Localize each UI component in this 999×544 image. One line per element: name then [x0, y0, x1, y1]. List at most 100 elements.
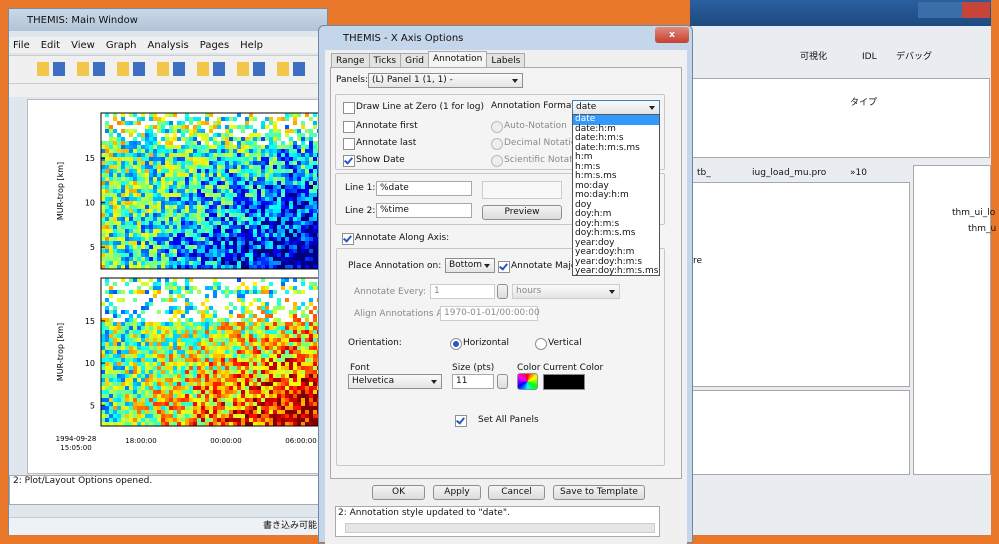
dropdown-option[interactable]: year:doy:h:m:s.ms	[575, 266, 659, 276]
heat-cell	[197, 121, 201, 125]
preview-button[interactable]: Preview	[482, 205, 562, 220]
heat-cell	[141, 181, 145, 185]
dropdown-option[interactable]: doy:h:m:s	[575, 218, 620, 229]
format-select[interactable]: date	[572, 100, 660, 115]
dropdown-option[interactable]: date:h:m	[575, 123, 616, 134]
menu-item[interactable]: Help	[240, 40, 263, 51]
y-tick-label: 15	[85, 317, 95, 326]
heat-cell	[137, 161, 141, 165]
toolbar-item[interactable]: 可視化	[800, 52, 828, 62]
heat-cell	[149, 185, 153, 189]
button[interactable]: Save to Template	[553, 485, 645, 500]
menu-item[interactable]: Graph	[105, 40, 137, 51]
panel-select[interactable]: (L) Panel 1 (1, 1) -	[368, 73, 523, 88]
checkbox[interactable]	[343, 102, 355, 114]
checkbox[interactable]	[342, 233, 354, 245]
size-input[interactable]: 11	[452, 374, 494, 389]
heat-cell	[225, 153, 229, 157]
place-select[interactable]: Bottom	[445, 258, 495, 273]
heat-cell	[157, 197, 161, 201]
heat-cell	[157, 205, 161, 209]
heat-cell	[157, 237, 161, 241]
dropdown-option[interactable]: h:m:s.ms	[575, 171, 617, 181]
dropdown-option[interactable]: mo:day:h:m	[575, 190, 629, 200]
editor-tab[interactable]: iug_load_mu.pro	[752, 168, 827, 178]
dropdown-option[interactable]: date:h:m:s	[575, 133, 624, 143]
heat-cell	[309, 370, 313, 374]
editor-tab[interactable]: tb_	[697, 168, 711, 178]
tab[interactable]: Labels	[486, 53, 526, 68]
heat-cell	[165, 402, 169, 406]
dropdown-option[interactable]: h:m	[575, 152, 593, 162]
dropdown-option[interactable]: date:h:m:s.ms	[575, 142, 640, 153]
menu-item[interactable]: Edit	[40, 40, 61, 51]
color-button[interactable]	[517, 373, 538, 390]
heat-cell	[173, 261, 177, 265]
checkbox[interactable]	[343, 121, 355, 133]
editor-tab[interactable]: »10	[850, 168, 867, 178]
heat-cell	[305, 113, 309, 117]
y-axis-label: MUR-trop [km]	[56, 162, 65, 220]
toolbar-item[interactable]: IDL	[862, 52, 877, 62]
menu-item[interactable]: Analysis	[147, 40, 189, 51]
heat-cell	[313, 390, 317, 394]
line1-input[interactable]: %date	[376, 181, 472, 196]
heat-cell	[169, 410, 173, 414]
tab[interactable]: Ticks	[368, 53, 402, 68]
heat-cell	[161, 241, 165, 245]
dropdown-option[interactable]: year:doy:h:m	[575, 247, 635, 257]
heat-cell	[285, 205, 289, 209]
heat-cell	[153, 161, 157, 165]
button[interactable]: Apply	[433, 485, 481, 500]
checkbox[interactable]	[498, 261, 510, 273]
dropdown-option[interactable]: mo:day	[575, 180, 609, 191]
heat-cell	[121, 157, 125, 161]
heat-cell	[253, 117, 257, 121]
heat-cell	[201, 378, 205, 382]
heat-cell	[165, 310, 169, 314]
heat-cell	[133, 406, 137, 410]
heat-cell	[313, 265, 317, 269]
tab[interactable]: Annotation	[428, 51, 488, 68]
radio[interactable]	[535, 338, 547, 350]
tab[interactable]: Grid	[400, 53, 429, 68]
menu-item[interactable]: View	[71, 40, 95, 51]
checkbox[interactable]	[343, 138, 355, 150]
spinner[interactable]	[497, 374, 508, 389]
dropdown-option[interactable]: year:doy:h:m:s	[575, 256, 643, 267]
heat-cell	[105, 362, 109, 366]
checkbox[interactable]	[343, 155, 355, 167]
button[interactable]: OK	[372, 485, 425, 500]
heat-cell	[253, 346, 257, 350]
radio[interactable]	[450, 338, 462, 350]
toolbar-item[interactable]: デバッグ	[896, 52, 933, 62]
heat-cell	[237, 298, 241, 302]
heat-cell	[121, 241, 125, 245]
heat-cell	[225, 161, 229, 165]
heat-cell	[169, 422, 173, 426]
tab[interactable]: Range	[331, 53, 370, 68]
font-select[interactable]: Helvetica	[348, 374, 442, 389]
dropdown-option[interactable]: doy:h:m:s.ms	[575, 228, 636, 238]
editor	[690, 182, 910, 387]
heat-cell	[205, 386, 209, 390]
heat-cell	[261, 185, 265, 189]
heat-cell	[213, 386, 217, 390]
close-button[interactable]: x	[655, 27, 689, 43]
dropdown-option[interactable]: h:m:s	[575, 161, 601, 172]
dropdown-option[interactable]: date	[573, 114, 659, 125]
heat-cell	[285, 213, 289, 217]
dropdown-option[interactable]: doy:h:m	[575, 209, 612, 219]
heat-cell	[141, 374, 145, 378]
heat-cell	[301, 145, 305, 149]
menu-item[interactable]: Pages	[199, 40, 230, 51]
heat-cell	[145, 217, 149, 221]
dropdown-option[interactable]: doy	[575, 199, 592, 210]
button[interactable]: Cancel	[488, 485, 545, 500]
checkbox[interactable]	[455, 415, 467, 427]
dropdown-option[interactable]: year:doy	[575, 237, 615, 248]
line2-input[interactable]: %time	[376, 203, 472, 218]
menu-item[interactable]: File	[13, 40, 30, 51]
heat-cell	[261, 217, 265, 221]
heat-cell	[157, 338, 161, 342]
